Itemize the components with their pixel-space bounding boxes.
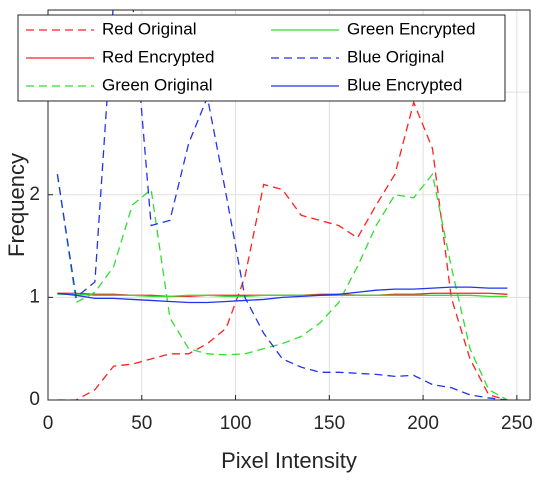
legend-box xyxy=(17,14,506,102)
y-tick-label: 2 xyxy=(29,184,40,205)
y-tick-label: 1 xyxy=(29,286,40,307)
axes-box xyxy=(47,9,531,401)
x-tick-label: 250 xyxy=(501,413,533,434)
legend-label: Blue Encrypted xyxy=(347,75,462,94)
x-tick-label: 100 xyxy=(220,413,252,434)
series-line xyxy=(56,172,508,400)
series-line xyxy=(57,100,508,400)
legend-label: Red Encrypted xyxy=(102,47,214,66)
x-tick-label: 0 xyxy=(43,413,54,434)
series-line xyxy=(57,286,508,304)
legend-label: Red Original xyxy=(102,19,197,38)
x-tick-label: 150 xyxy=(313,413,345,434)
x-tick-label: 50 xyxy=(131,413,152,434)
x-axis-label: Pixel Intensity xyxy=(221,448,357,473)
series-line xyxy=(57,293,508,297)
y-tick-label: 0 xyxy=(29,389,40,410)
y-axis-label: Frequency xyxy=(4,153,29,257)
x-tick-label: 200 xyxy=(407,413,439,434)
legend-label: Blue Original xyxy=(347,47,444,66)
legend-label: Green Encrypted xyxy=(347,19,476,38)
legend-label: Green Original xyxy=(102,75,213,94)
